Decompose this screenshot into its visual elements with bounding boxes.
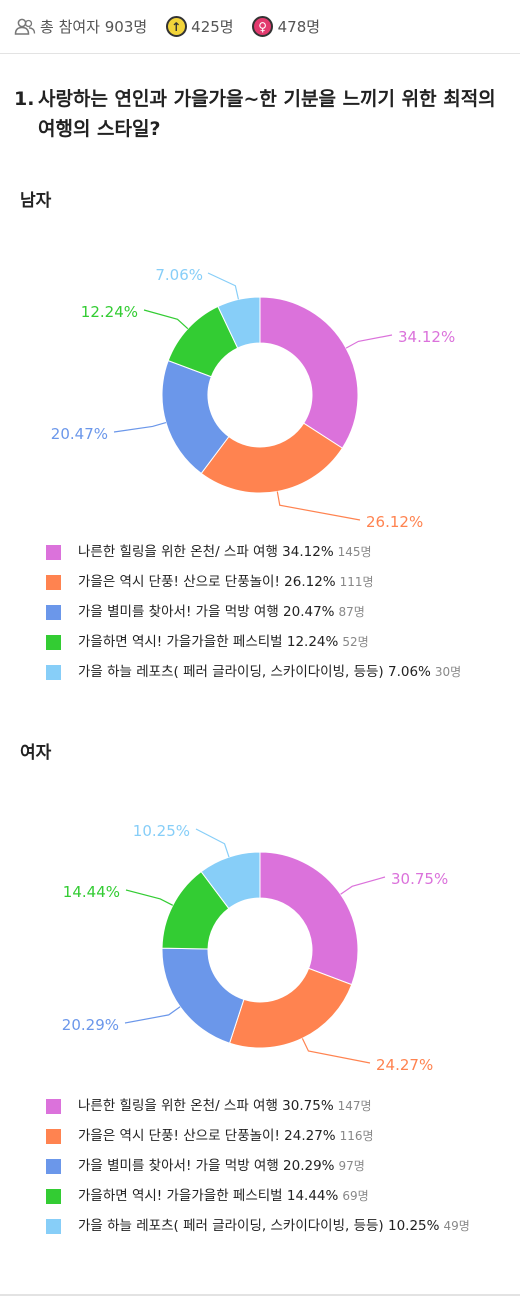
section-label-female: 여자	[20, 743, 52, 763]
legend-label: 가을 별미를 찾아서! 가을 먹방 여행 20.47% 87명	[78, 603, 488, 622]
legend-count: 97명	[338, 1159, 365, 1173]
legend-item[interactable]: 가을하면 역시! 가을가을한 페스티벌 14.44% 69명	[46, 1187, 496, 1206]
legend-label: 가을은 역시 단풍! 산으로 단풍놀이! 24.27% 116명	[78, 1127, 488, 1146]
legend-item[interactable]: 나른한 힐링을 위한 온천/ 스파 여행 30.75% 147명	[46, 1097, 496, 1116]
legend-text: 가을 하늘 레포츠( 페러 글라이딩, 스카이다이빙, 등등) 10.25%	[78, 1218, 440, 1234]
legend-label: 가을하면 역시! 가을가을한 페스티벌 14.44% 69명	[78, 1187, 488, 1206]
legend-swatch	[46, 1219, 61, 1234]
legend-count: 145명	[337, 545, 372, 559]
male-participants: ↑ 425명	[165, 16, 234, 38]
legend-item[interactable]: 가을 별미를 찾아서! 가을 먹방 여행 20.29% 97명	[46, 1157, 496, 1176]
donut-slice[interactable]	[200, 422, 344, 494]
legend-item[interactable]: 가을 하늘 레포츠( 페러 글라이딩, 스카이다이빙, 등등) 7.06% 30명	[46, 663, 496, 682]
legend-item[interactable]: 가을은 역시 단풍! 산으로 단풍놀이! 24.27% 116명	[46, 1127, 496, 1146]
legend-count: 111명	[339, 575, 374, 589]
leader-line	[345, 334, 393, 349]
slice-value-label: 10.25%	[133, 822, 190, 840]
donut-chart-female-svg: 30.75% 24.27% 20.29% 14.44% 10.25%	[62, 822, 448, 1074]
question-number: 1.	[14, 88, 35, 110]
legend-text: 가을 하늘 레포츠( 페러 글라이딩, 스카이다이빙, 등등) 7.06%	[78, 664, 431, 680]
legend-item[interactable]: 가을은 역시 단풍! 산으로 단풍놀이! 26.12% 111명	[46, 573, 496, 592]
people-icon	[14, 16, 36, 38]
slice-value-label: 20.47%	[51, 425, 108, 443]
male-icon: ↑	[165, 16, 187, 38]
donut-chart-male-svg: 34.12% 26.12% 20.47% 12.24% 7.06%	[51, 266, 455, 531]
slice-value-label: 30.75%	[391, 870, 448, 888]
legend-swatch	[46, 1129, 61, 1144]
donut-slice[interactable]	[161, 947, 245, 1044]
slice-value-label: 12.24%	[81, 303, 138, 321]
participants-text: 총 참여자 903명	[40, 18, 148, 36]
leader-line	[340, 876, 386, 895]
legend-item[interactable]: 가을 별미를 찾아서! 가을 먹방 여행 20.47% 87명	[46, 603, 496, 622]
legend-count: 49명	[443, 1219, 470, 1233]
legend-label: 나른한 힐링을 위한 온천/ 스파 여행 34.12% 145명	[78, 543, 488, 562]
leader-line	[124, 1006, 181, 1024]
legend-item[interactable]: 나른한 힐링을 위한 온천/ 스파 여행 34.12% 145명	[46, 543, 496, 562]
question-title: 1. 사랑하는 연인과 가을가을~한 기분을 느끼기 위한 최적의 여행의 스타…	[14, 84, 510, 144]
donut-chart-male: 34.12% 26.12% 20.47% 12.24% 7.06%	[0, 230, 520, 570]
male-count: 425명	[191, 18, 234, 36]
legend-text: 나른한 힐링을 위한 온천/ 스파 여행 30.75%	[78, 1098, 334, 1114]
legend-label: 가을 하늘 레포츠( 페러 글라이딩, 스카이다이빙, 등등) 10.25% 49…	[78, 1217, 488, 1236]
leader-line	[301, 1038, 371, 1064]
legend-label: 나른한 힐링을 위한 온천/ 스파 여행 30.75% 147명	[78, 1097, 488, 1116]
donut-slice[interactable]	[259, 296, 359, 449]
donut-slice[interactable]	[217, 296, 261, 349]
legend-swatch	[46, 1189, 61, 1204]
legend-text: 가을 별미를 찾아서! 가을 먹방 여행 20.29%	[78, 1158, 335, 1174]
legend-text: 가을은 역시 단풍! 산으로 단풍놀이! 26.12%	[78, 574, 336, 590]
slice-value-label: 24.27%	[376, 1056, 433, 1074]
donut-slice[interactable]	[200, 851, 261, 910]
legend-label: 가을 별미를 찾아서! 가을 먹방 여행 20.29% 97명	[78, 1157, 488, 1176]
donut-slice[interactable]	[259, 851, 359, 986]
leader-line	[276, 491, 361, 521]
leader-line	[113, 421, 167, 433]
leader-line	[207, 272, 240, 300]
slice-value-label: 26.12%	[366, 513, 423, 531]
legend-swatch	[46, 1159, 61, 1174]
legend-count: 147명	[337, 1099, 372, 1113]
legend-count: 87명	[338, 605, 365, 619]
donut-chart-female: 30.75% 24.27% 20.29% 14.44% 10.25%	[0, 785, 520, 1125]
legend-swatch	[46, 605, 61, 620]
question-text: 사랑하는 연인과 가을가을~한 기분을 느끼기 위한 최적의 여행의 스타일?	[38, 88, 496, 140]
leader-line	[125, 889, 174, 906]
leader-line	[195, 828, 230, 858]
slice-value-label: 14.44%	[63, 883, 120, 901]
legend-label: 가을하면 역시! 가을가을한 페스티벌 12.24% 52명	[78, 633, 488, 652]
legend-label: 가을 하늘 레포츠( 페러 글라이딩, 스카이다이빙, 등등) 7.06% 30명	[78, 663, 488, 682]
legend-swatch	[46, 545, 61, 560]
bottom-divider	[0, 1294, 520, 1296]
legend-count: 52명	[342, 635, 369, 649]
female-count: 478명	[277, 18, 321, 36]
slice-value-label: 20.29%	[62, 1016, 119, 1034]
slice-value-label: 34.12%	[398, 328, 455, 346]
legend-count: 69명	[342, 1189, 369, 1203]
legend-text: 가을 별미를 찾아서! 가을 먹방 여행 20.47%	[78, 604, 335, 620]
legend-count: 30명	[434, 665, 462, 679]
legend-text: 가을은 역시 단풍! 산으로 단풍놀이! 24.27%	[78, 1128, 336, 1144]
legend-label: 가을은 역시 단풍! 산으로 단풍놀이! 26.12% 111명	[78, 573, 488, 592]
female-participants: ♀ 478명	[252, 16, 320, 38]
legend-text: 나른한 힐링을 위한 온천/ 스파 여행 34.12%	[78, 544, 334, 560]
female-icon: ♀	[252, 16, 274, 38]
participation-header: 총 참여자 903명 ↑ 425명 ♀ 478명	[0, 0, 520, 54]
section-label-male: 남자	[20, 191, 52, 211]
legend-text: 가을하면 역시! 가을가을한 페스티벌 12.24%	[78, 634, 339, 650]
legend-count: 116명	[339, 1129, 374, 1143]
legend-item[interactable]: 가을 하늘 레포츠( 페러 글라이딩, 스카이다이빙, 등등) 10.25% 49…	[46, 1217, 496, 1236]
legend-swatch	[46, 635, 61, 650]
slice-value-label: 7.06%	[155, 266, 203, 284]
total-participants: 총 참여자 903명	[14, 16, 147, 38]
legend-swatch	[46, 575, 61, 590]
legend-swatch	[46, 665, 61, 680]
legend-text: 가을하면 역시! 가을가을한 페스티벌 14.44%	[78, 1188, 339, 1204]
leader-line	[143, 309, 189, 330]
donut-slice[interactable]	[228, 967, 353, 1049]
legend-swatch	[46, 1099, 61, 1114]
legend-item[interactable]: 가을하면 역시! 가을가을한 페스티벌 12.24% 52명	[46, 633, 496, 652]
